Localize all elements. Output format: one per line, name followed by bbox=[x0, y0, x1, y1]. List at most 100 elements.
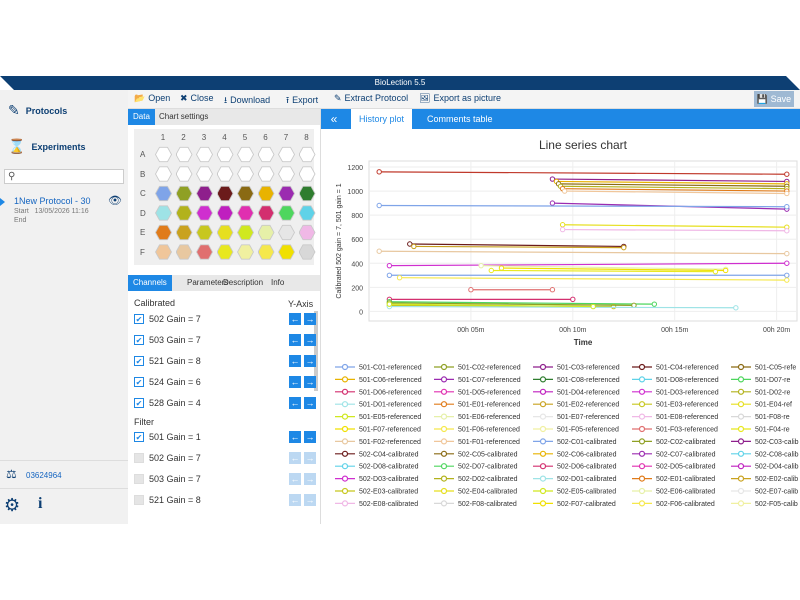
well-A8[interactable] bbox=[298, 146, 316, 163]
well-D2[interactable] bbox=[175, 205, 193, 221]
well-B1[interactable] bbox=[155, 166, 172, 182]
tab-comments-table[interactable]: Comments table bbox=[427, 114, 493, 124]
well-C3[interactable] bbox=[196, 185, 213, 202]
well-E2[interactable] bbox=[175, 224, 193, 241]
well-B7[interactable] bbox=[278, 166, 295, 182]
checkbox[interactable] bbox=[134, 495, 144, 505]
axis-left-icon[interactable]: ← bbox=[289, 376, 301, 388]
well-C1[interactable] bbox=[155, 185, 172, 202]
well-E1[interactable] bbox=[155, 224, 172, 241]
well-A1[interactable] bbox=[155, 146, 172, 163]
well-E6[interactable] bbox=[257, 224, 275, 241]
nav-experiments[interactable]: ⌛ Experiments bbox=[8, 138, 85, 155]
download-button[interactable]: ⭳ Download bbox=[224, 93, 270, 109]
tab-info[interactable]: Info bbox=[271, 278, 285, 287]
axis-left-icon[interactable]: ← bbox=[289, 313, 301, 325]
open-button[interactable]: 📂 Open bbox=[134, 93, 170, 104]
well-E3[interactable] bbox=[196, 224, 213, 241]
well-E8[interactable] bbox=[298, 224, 316, 241]
tab-parameters[interactable]: Parameters bbox=[187, 278, 229, 287]
well-F3[interactable] bbox=[196, 244, 213, 260]
axis-right-icon[interactable]: → bbox=[304, 376, 316, 388]
well-C4[interactable] bbox=[216, 185, 234, 202]
calibrated-channel-row[interactable]: ✔ 503 Gain = 7 ← → bbox=[134, 334, 316, 348]
protocol-list-item[interactable]: 1New Protocol - 30 👁 Start 13/05/2026 11… bbox=[0, 194, 128, 230]
checkbox[interactable]: ✔ bbox=[134, 335, 144, 345]
well-B6[interactable] bbox=[257, 166, 275, 182]
info-icon[interactable]: i bbox=[38, 495, 43, 512]
checkbox[interactable]: ✔ bbox=[134, 398, 144, 408]
axis-right-icon[interactable]: → bbox=[304, 313, 316, 325]
well-B5[interactable] bbox=[237, 166, 254, 182]
axis-right-icon[interactable]: → bbox=[304, 473, 316, 485]
well-F4[interactable] bbox=[216, 244, 234, 260]
axis-left-icon[interactable]: ← bbox=[289, 494, 301, 506]
well-B4[interactable] bbox=[216, 166, 234, 182]
well-F7[interactable] bbox=[278, 244, 295, 260]
well-A2[interactable] bbox=[175, 146, 193, 163]
well-C8[interactable] bbox=[298, 185, 316, 202]
well-A4[interactable] bbox=[216, 146, 234, 163]
checkbox[interactable] bbox=[134, 453, 144, 463]
calibrated-channel-row[interactable]: ✔ 524 Gain = 6 ← → bbox=[134, 376, 316, 390]
axis-left-icon[interactable]: ← bbox=[289, 355, 301, 367]
well-B8[interactable] bbox=[298, 166, 316, 182]
tab-channels[interactable]: Channels bbox=[128, 275, 172, 291]
export-picture-button[interactable]: 🖼 Export as picture bbox=[419, 93, 501, 104]
well-B3[interactable] bbox=[196, 166, 213, 182]
well-E7[interactable] bbox=[278, 224, 295, 241]
well-D5[interactable] bbox=[237, 205, 254, 221]
checkbox[interactable]: ✔ bbox=[134, 314, 144, 324]
well-C7[interactable] bbox=[278, 185, 295, 202]
filter-channel-row[interactable]: ✔ 501 Gain = 1 ← → bbox=[134, 431, 316, 445]
save-button[interactable]: 💾 Save bbox=[754, 91, 794, 107]
well-D6[interactable] bbox=[257, 205, 275, 221]
axis-left-icon[interactable]: ← bbox=[289, 334, 301, 346]
tab-history-plot[interactable]: History plot bbox=[351, 109, 413, 129]
axis-right-icon[interactable]: → bbox=[304, 494, 316, 506]
well-C6[interactable] bbox=[257, 185, 275, 202]
checkbox[interactable]: ✔ bbox=[134, 377, 144, 387]
axis-right-icon[interactable]: → bbox=[304, 452, 316, 464]
axis-right-icon[interactable]: → bbox=[304, 334, 316, 346]
axis-left-icon[interactable]: ← bbox=[289, 473, 301, 485]
license-row[interactable]: ⚖ 03624964 bbox=[0, 460, 128, 489]
well-D4[interactable] bbox=[216, 205, 234, 221]
axis-left-icon[interactable]: ← bbox=[289, 397, 301, 409]
well-F8[interactable] bbox=[298, 244, 316, 260]
well-D3[interactable] bbox=[196, 205, 213, 221]
calibrated-channel-row[interactable]: ✔ 521 Gain = 8 ← → bbox=[134, 355, 316, 369]
well-E4[interactable] bbox=[216, 224, 234, 241]
tab-data[interactable]: Data bbox=[128, 109, 155, 125]
nav-protocols[interactable]: ✎ Protocols bbox=[8, 102, 67, 119]
collapse-icon[interactable]: « bbox=[330, 112, 338, 126]
well-F5[interactable] bbox=[237, 244, 254, 260]
well-B2[interactable] bbox=[175, 166, 193, 182]
checkbox[interactable]: ✔ bbox=[134, 432, 144, 442]
well-F1[interactable] bbox=[155, 244, 172, 260]
checkbox[interactable] bbox=[134, 474, 144, 484]
axis-left-icon[interactable]: ← bbox=[289, 452, 301, 464]
axis-left-icon[interactable]: ← bbox=[289, 431, 301, 443]
axis-right-icon[interactable]: → bbox=[304, 397, 316, 409]
gear-icon[interactable]: ⚙ bbox=[4, 495, 21, 515]
export-button[interactable]: ⭱ Export bbox=[286, 93, 318, 109]
eye-icon[interactable]: 👁 bbox=[108, 195, 122, 207]
well-C2[interactable] bbox=[175, 185, 193, 202]
extract-protocol-button[interactable]: ✎ Extract Protocol bbox=[334, 93, 408, 104]
axis-right-icon[interactable]: → bbox=[304, 431, 316, 443]
calibrated-channel-row[interactable]: ✔ 502 Gain = 7 ← → bbox=[134, 313, 316, 327]
well-A6[interactable] bbox=[257, 146, 275, 163]
filter-channel-row[interactable]: 502 Gain = 7 ← → bbox=[134, 452, 316, 466]
well-F6[interactable] bbox=[257, 244, 275, 260]
well-C5[interactable] bbox=[237, 185, 254, 202]
well-A7[interactable] bbox=[278, 146, 295, 163]
well-F2[interactable] bbox=[175, 244, 193, 260]
well-D1[interactable] bbox=[155, 205, 172, 221]
calibrated-channel-row[interactable]: ✔ 528 Gain = 4 ← → bbox=[134, 397, 316, 411]
well-D7[interactable] bbox=[278, 205, 295, 221]
channel-scrollbar[interactable] bbox=[314, 311, 318, 391]
axis-right-icon[interactable]: → bbox=[304, 355, 316, 367]
well-A5[interactable] bbox=[237, 146, 254, 163]
search-input[interactable]: ⚲ bbox=[4, 169, 124, 184]
